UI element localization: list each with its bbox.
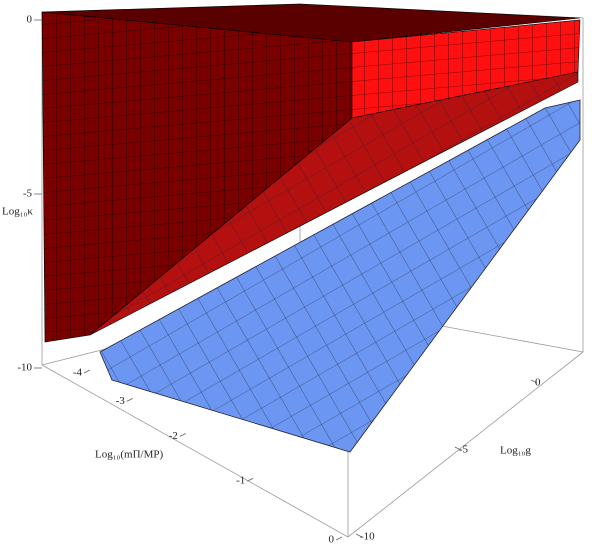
tick-label: -3 bbox=[116, 395, 126, 407]
tick-mark bbox=[530, 379, 538, 384]
tick-label: 0 bbox=[27, 14, 33, 26]
tick-label: -1 bbox=[236, 475, 245, 487]
tick-label: 0 bbox=[329, 534, 335, 545]
tick-label: -4 bbox=[73, 367, 83, 379]
tick-mark bbox=[335, 536, 343, 541]
box-front bbox=[41, 351, 584, 538]
red-surface bbox=[41, 3, 581, 343]
tick-mark bbox=[83, 369, 91, 374]
tick-mark bbox=[126, 397, 133, 402]
tick-label: -2 bbox=[169, 430, 178, 442]
tick-label: 0 bbox=[535, 377, 541, 389]
tick-label: -5 bbox=[459, 444, 469, 456]
tick-label: -10 bbox=[17, 362, 32, 374]
tick-label: -10 bbox=[360, 531, 375, 543]
y-axis-label: Log₁₀g bbox=[500, 445, 531, 457]
x-axis-label: Log₁₀(mΠ/MP) bbox=[95, 449, 164, 461]
tick-mark bbox=[179, 433, 186, 437]
tick-mark bbox=[355, 533, 363, 538]
tick-label: -5 bbox=[23, 188, 33, 200]
tick-mark bbox=[454, 446, 462, 451]
z-axis-label: Log₁₀κ bbox=[2, 206, 33, 218]
tick-mark bbox=[247, 477, 254, 482]
blue-surface bbox=[99, 99, 581, 453]
